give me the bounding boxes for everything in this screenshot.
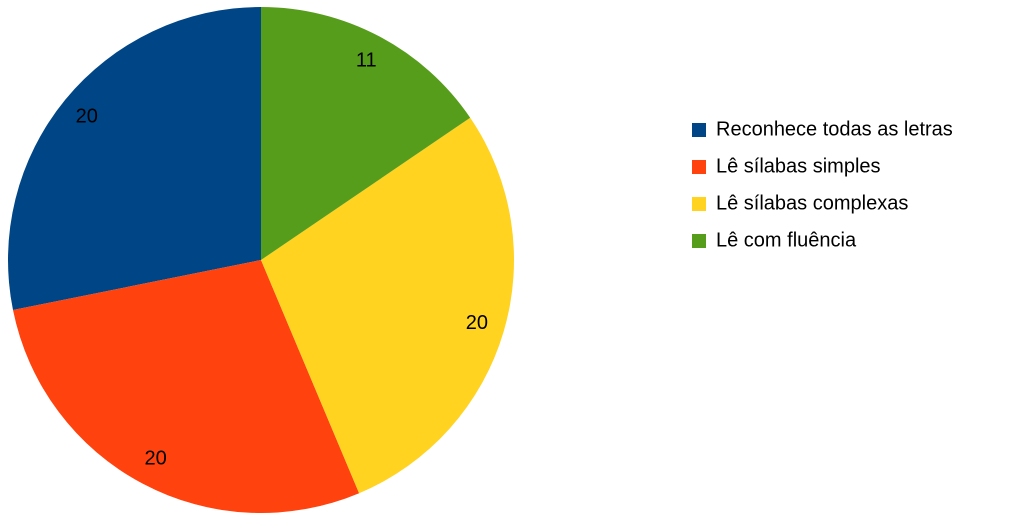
legend-swatch — [692, 160, 706, 174]
legend-label: Lê sílabas simples — [716, 155, 881, 177]
data-label: 20 — [76, 106, 98, 128]
data-label: 11 — [356, 49, 377, 71]
data-label: 20 — [145, 447, 167, 469]
pie-slice — [261, 7, 471, 260]
legend-swatch — [692, 123, 706, 137]
legend-label: Lê com fluência — [716, 229, 857, 251]
pie-slice — [12, 260, 360, 513]
legend-swatch — [692, 197, 706, 211]
data-label: 20 — [466, 312, 488, 334]
legend-label: Lê sílabas complexas — [716, 192, 908, 214]
legend-swatch — [692, 234, 706, 248]
pie-slice — [8, 7, 261, 311]
pie-slice — [261, 117, 515, 494]
legend-label: Reconhece todas as letras — [716, 118, 953, 140]
